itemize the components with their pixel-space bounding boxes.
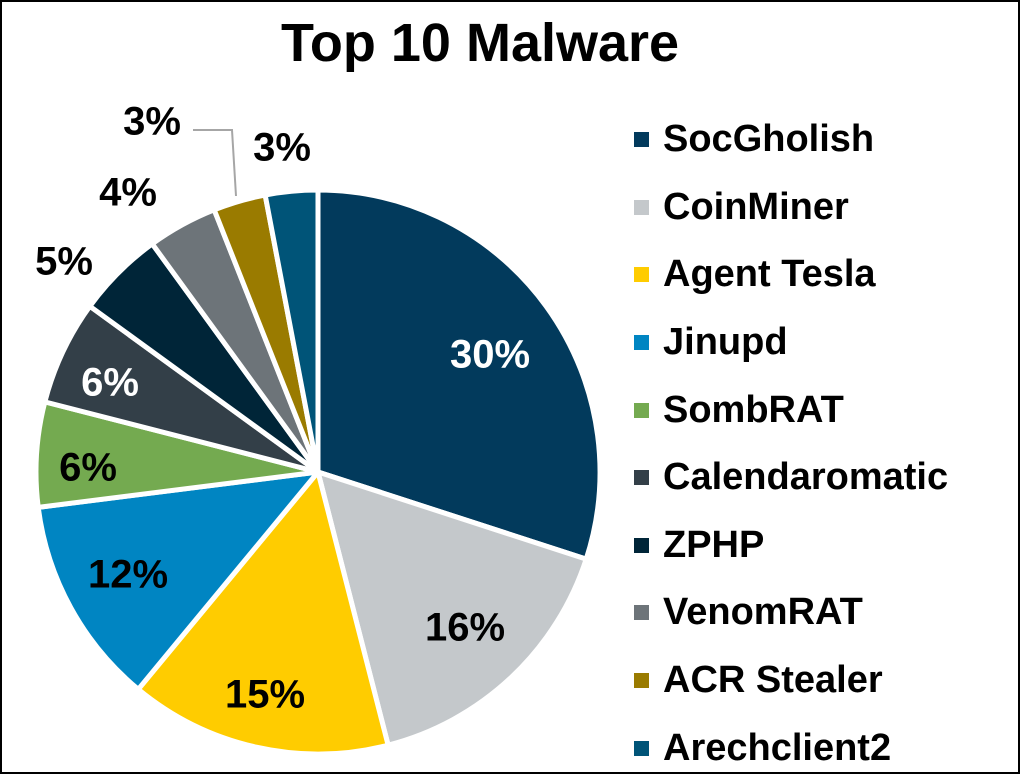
legend-item: ZPHP	[634, 512, 948, 580]
legend-label: ZPHP	[663, 523, 765, 566]
legend-label: Jinupd	[663, 321, 788, 364]
legend-label: Arechclient2	[663, 726, 892, 769]
data-label: 5%	[35, 239, 93, 284]
legend-swatch-icon	[634, 199, 649, 215]
legend-swatch-icon	[634, 132, 649, 148]
data-label: 6%	[81, 360, 139, 405]
legend-swatch-icon	[634, 470, 649, 486]
legend-swatch-icon	[634, 537, 649, 553]
data-label: 16%	[424, 605, 506, 650]
data-label: 4%	[99, 170, 157, 215]
legend-swatch-icon	[634, 673, 649, 689]
data-label: 15%	[224, 672, 306, 717]
legend-swatch-icon	[634, 605, 649, 621]
chart-title: Top 10 Malware	[280, 13, 680, 73]
legend-label: VenomRAT	[663, 591, 863, 634]
leader-line	[193, 129, 237, 197]
legend-swatch-icon	[634, 335, 649, 351]
data-label: 6%	[59, 445, 117, 490]
legend-swatch-icon	[634, 267, 649, 283]
legend: SocGholish CoinMiner Agent Tesla Jinupd …	[634, 106, 948, 782]
legend-label: SocGholish	[663, 118, 875, 161]
data-label: 3%	[253, 125, 311, 170]
legend-item: CoinMiner	[634, 174, 948, 242]
legend-item: ACR Stealer	[634, 647, 948, 715]
data-label: 30%	[449, 332, 531, 377]
legend-item: Jinupd	[634, 309, 948, 377]
legend-item: Calendaromatic	[634, 444, 948, 512]
legend-label: CoinMiner	[663, 185, 849, 228]
pie-slice	[315, 469, 589, 748]
legend-swatch-icon	[634, 402, 649, 418]
legend-label: ACR Stealer	[663, 659, 883, 702]
pie-slice	[315, 187, 603, 562]
pie-slice	[35, 469, 321, 692]
data-label: 3%	[123, 99, 181, 144]
legend-item: SombRAT	[634, 376, 948, 444]
data-label: 12%	[87, 552, 169, 597]
legend-swatch-icon	[634, 740, 649, 756]
legend-label: Agent Tesla	[663, 253, 876, 296]
legend-label: SombRAT	[663, 388, 844, 431]
legend-item: Arechclient2	[634, 714, 948, 782]
pie-slice	[262, 187, 321, 475]
legend-item: SocGholish	[634, 106, 948, 174]
pie-slice	[135, 469, 391, 757]
legend-item: Agent Tesla	[634, 241, 948, 309]
legend-label: Calendaromatic	[663, 456, 949, 499]
legend-item: VenomRAT	[634, 579, 948, 647]
